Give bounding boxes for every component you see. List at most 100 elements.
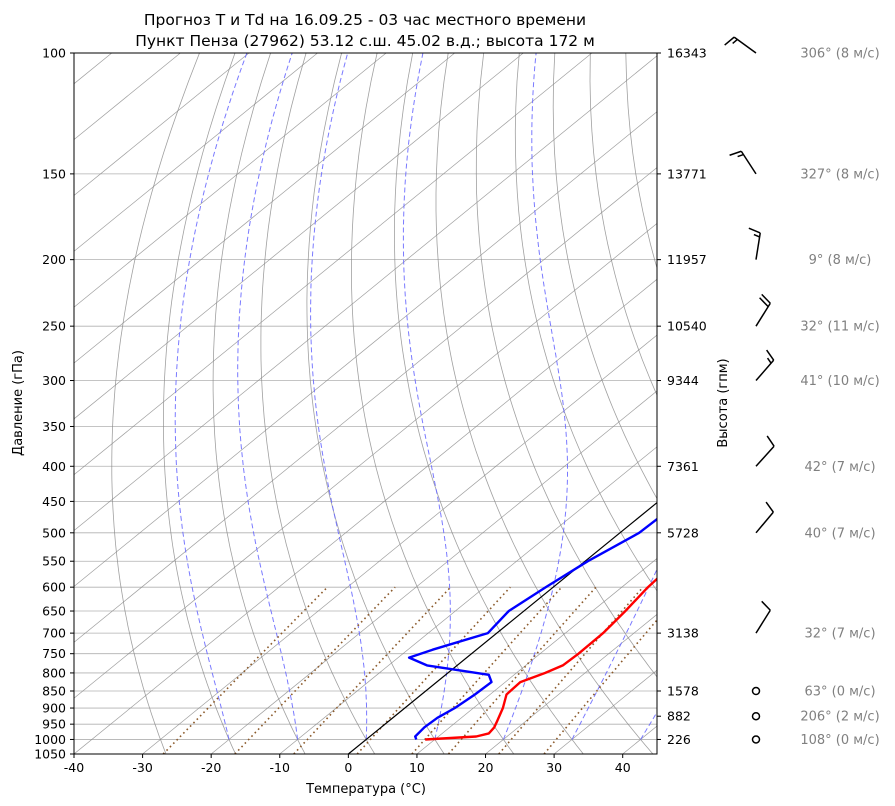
dry-adiabat <box>514 53 657 592</box>
wind-label: 63° (0 м/с) <box>804 685 875 700</box>
dry-adiabat <box>589 53 657 397</box>
height-tick-label: 10540 <box>667 319 707 334</box>
dry-adiabat <box>306 53 445 754</box>
moist-adiabat <box>402 53 451 740</box>
isotherm <box>279 446 657 754</box>
wind-label: 32° (7 м/с) <box>804 627 875 642</box>
y-tick-label: 350 <box>42 419 66 434</box>
wind-label: 9° (8 м/с) <box>809 253 872 268</box>
wind-barb: 41° (10 м/с) <box>755 349 880 389</box>
dry-adiabat <box>804 53 895 754</box>
height-tick-label: 1578 <box>667 684 699 699</box>
dry-adiabat <box>435 53 654 754</box>
wind-barb: 108° (0 м/с) <box>751 733 880 748</box>
wind-barb: 206° (2 м/с) <box>751 710 880 725</box>
wind-barb: 327° (8 м/с) <box>729 150 880 182</box>
zero-isotherm <box>347 501 657 754</box>
dry-adiabat <box>552 53 657 500</box>
x-axis-ticks: -40 -30 -20 -10 0 10 20 30 40 <box>64 754 631 775</box>
mixing-ratio-line <box>543 618 657 754</box>
y-tick-label: 250 <box>42 319 66 334</box>
calm-wind-circle <box>751 735 761 744</box>
x-tick-label: 40 <box>615 760 631 775</box>
barb-flag <box>729 150 742 156</box>
y-tick-label: 750 <box>42 646 66 661</box>
mixing-ratio-line <box>411 586 563 754</box>
moist-adiabat <box>310 53 368 740</box>
dry-adiabat <box>260 53 376 754</box>
background-lines <box>74 53 895 754</box>
barb-flag <box>759 297 769 308</box>
wind-barb: 32° (7 м/с) <box>755 600 876 642</box>
isotherm <box>416 558 657 754</box>
x-tick-label: -30 <box>132 760 152 775</box>
wind-label: 41° (10 м/с) <box>800 374 879 389</box>
isotherm <box>74 222 657 699</box>
y-tick-label: 150 <box>42 166 66 181</box>
height-tick-label: 7361 <box>667 459 699 474</box>
barb-flag <box>766 435 775 447</box>
barb-flag <box>765 501 774 513</box>
y-tick-label: 550 <box>42 554 66 569</box>
isotherm <box>74 53 250 196</box>
wind-label: 108° (0 м/с) <box>800 733 879 748</box>
dry-adiabat <box>393 53 584 754</box>
isotherm <box>348 502 657 754</box>
x-tick-label: -10 <box>270 760 290 775</box>
isotherm <box>74 278 657 754</box>
barb-half-flag <box>732 38 738 45</box>
isotherm <box>74 111 657 587</box>
x-tick-label: -20 <box>201 760 221 775</box>
moist-adiabat <box>502 53 568 740</box>
x-tick-label: 20 <box>478 760 494 775</box>
height-tick-label: 11957 <box>667 252 707 267</box>
y-tick-label: 600 <box>42 580 66 595</box>
wind-barb: 32° (11 м/с) <box>755 293 880 335</box>
barb-staff <box>733 36 757 54</box>
x-tick-label: -40 <box>64 760 84 775</box>
y-tick-label: 850 <box>42 684 66 699</box>
barb-flag <box>748 227 761 234</box>
wind-barb: 63° (0 м/с) <box>751 685 876 700</box>
calm-wind-circle <box>751 686 761 696</box>
moist-adiabat <box>174 53 248 740</box>
wind-barbs: 306° (8 м/с) 327° (8 м/с) 9° (8 м/с) 32° (1… <box>724 36 880 748</box>
temperature-line <box>425 577 657 741</box>
wind-barb: 42° (7 м/с) <box>755 435 876 475</box>
y-tick-label: 700 <box>42 626 66 641</box>
y-tick-label: 800 <box>42 665 66 680</box>
dry-adiabat <box>661 53 895 754</box>
profile-lines <box>407 517 657 741</box>
x-axis-label: Температура (°C) <box>305 782 426 797</box>
isotherm <box>74 53 181 141</box>
moist-adiabat <box>237 53 299 740</box>
isotherm <box>142 334 657 754</box>
plot-frame <box>73 52 658 755</box>
barb-staff <box>755 232 761 260</box>
wind-label: 42° (7 м/с) <box>804 460 875 475</box>
x-tick-label: 30 <box>546 760 562 775</box>
height-tick-label: 226 <box>667 732 691 747</box>
y-tick-label: 450 <box>42 494 66 509</box>
dry-adiabat <box>111 53 200 754</box>
x-tick-label: 0 <box>344 760 352 775</box>
barb-staff <box>755 359 775 382</box>
y-tick-label: 650 <box>42 604 66 619</box>
height-tick-label: 16343 <box>667 46 707 61</box>
y-tick-label: 950 <box>42 717 66 732</box>
height-axis-ticks: 16343 13771 11957 10540 9344 7361 5728 3138 1578… <box>657 46 707 747</box>
wind-label: 306° (8 м/с) <box>800 47 879 62</box>
dry-adiabat <box>875 53 895 754</box>
wind-label: 327° (8 м/с) <box>800 167 879 182</box>
barb-flag <box>766 349 775 361</box>
mixing-ratio-line <box>293 586 452 754</box>
wind-barb: 40° (7 м/с) <box>755 501 876 541</box>
mixing-ratio-line <box>356 586 511 754</box>
barb-staff <box>755 445 775 467</box>
barb-half-flag <box>737 153 744 158</box>
x-tick-label: 10 <box>409 760 425 775</box>
height-axis-label: Высота (гпм) <box>716 358 731 447</box>
y-tick-label: 500 <box>42 525 66 540</box>
height-tick-label: 9344 <box>667 373 699 388</box>
isotherm <box>74 53 524 420</box>
